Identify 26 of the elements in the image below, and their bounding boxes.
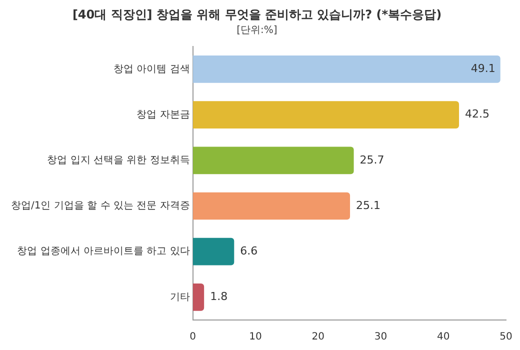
y-tick-label: 창업 자본금	[136, 109, 190, 120]
data-label: 25.1	[356, 198, 381, 212]
chart-title: [40대 직장인] 창업을 위해 무엇을 준비하고 있습니까? (*복수응답)	[72, 7, 442, 22]
y-tick-label: 창업/1인 기업을 할 수 있는 전문 자격증	[10, 200, 190, 212]
data-label: 25.7	[360, 153, 384, 166]
x-tick-label: 0	[190, 332, 196, 343]
data-label: 6.6	[240, 244, 258, 258]
data-label: 1.8	[210, 290, 228, 304]
data-label: 42.5	[465, 108, 490, 121]
y-tick-label: 창업 입지 선택을 위한 정보취득	[47, 154, 190, 166]
bar	[192, 146, 354, 174]
x-tick-label: 10	[249, 332, 262, 343]
bar	[192, 238, 234, 266]
x-tick-label: 30	[374, 332, 388, 343]
bar	[192, 101, 460, 128]
bar	[192, 284, 204, 311]
bar	[192, 192, 350, 220]
x-tick-label: 40	[436, 332, 450, 343]
y-tick-label: 창업 업종에서 아르바이트를 하고 있다	[17, 246, 190, 258]
x-tick-label: 20	[312, 332, 324, 343]
y-tick-label: 창업 아이템 검색	[113, 64, 190, 75]
bar	[192, 56, 500, 83]
data-label: 49.1	[470, 62, 496, 76]
chart-subtitle: [단위:%]	[236, 24, 278, 36]
y-tick-label: 기타	[170, 292, 190, 303]
x-tick-label: 50	[500, 332, 512, 343]
